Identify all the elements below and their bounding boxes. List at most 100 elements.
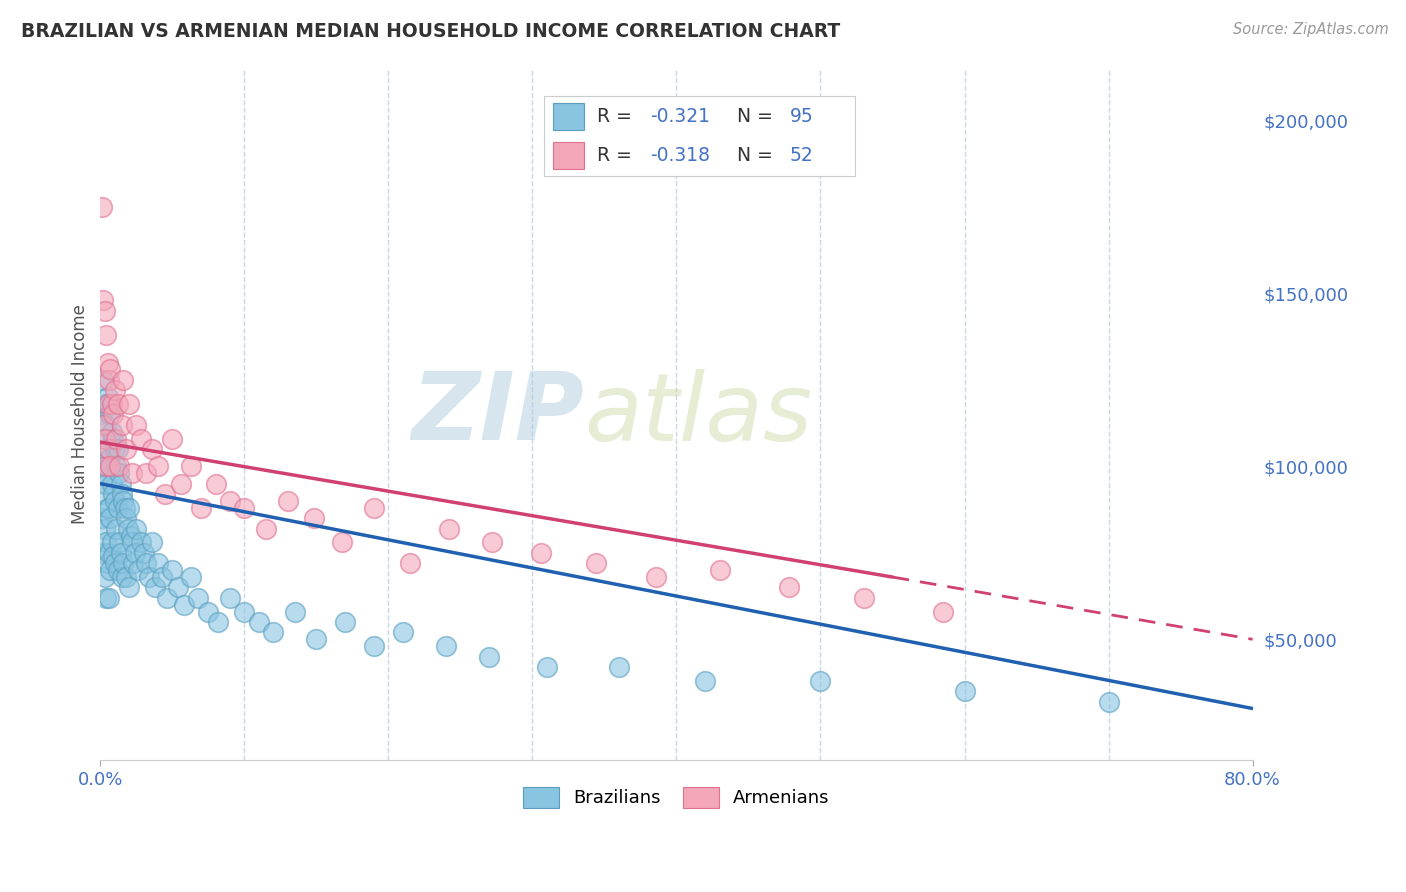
Point [107,442,129,456]
Point [108,535,131,549]
Point [96,442,118,456]
Point [96,397,118,411]
Point [953,684,976,698]
Point [93,397,115,411]
Point [127,563,149,577]
Point [170,476,193,491]
Point [118,500,141,515]
Point [93,303,115,318]
Point [100,362,122,376]
Point [90,511,112,525]
Point [98,546,121,560]
Point [91,487,114,501]
Point [111,487,134,501]
Point [141,442,163,456]
Point [115,511,138,525]
Point [143,581,166,595]
Point [124,546,146,560]
Point [115,442,138,456]
Y-axis label: Median Household Income: Median Household Income [72,304,89,524]
Point [112,556,135,570]
Point [104,556,127,570]
Point [94,591,117,605]
Point [91,546,114,560]
Point [125,417,148,432]
Point [91,432,114,446]
Point [233,605,256,619]
Point [98,373,121,387]
Point [129,535,152,549]
Point [399,556,422,570]
Point [93,432,115,446]
Point [180,570,202,584]
Point [932,605,955,619]
Text: atlas: atlas [585,369,813,460]
Point [100,563,122,577]
Point [105,432,128,446]
Point [434,639,457,653]
Point [437,522,460,536]
Point [100,408,122,422]
Point [103,487,125,501]
Point [94,476,117,491]
Point [695,673,717,688]
Point [93,570,115,584]
Point [90,408,112,422]
Point [645,570,668,584]
Point [138,570,160,584]
Point [121,467,143,481]
Point [96,500,118,515]
Point [98,397,121,411]
Point [173,598,195,612]
Point [90,200,112,214]
Point [162,432,184,446]
Point [107,397,129,411]
Point [108,459,131,474]
Point [709,563,731,577]
Point [132,546,155,560]
Point [93,459,115,474]
Point [1097,695,1119,709]
Point [204,476,226,491]
Point [100,511,122,525]
Point [391,625,413,640]
Point [135,467,157,481]
Point [778,581,800,595]
Point [118,581,141,595]
Point [98,452,121,467]
Point [91,373,114,387]
Point [852,591,875,605]
Point [284,605,307,619]
Point [105,459,128,474]
Point [104,494,127,508]
Point [105,522,128,536]
Point [122,556,145,570]
Point [162,563,184,577]
Point [115,570,138,584]
Point [101,397,124,411]
Text: ZIP: ZIP [412,368,585,460]
Point [120,528,142,542]
Point [101,425,124,439]
Point [363,639,385,653]
Point [103,432,125,446]
Point [107,500,129,515]
Point [100,459,122,474]
Point [135,556,157,570]
Point [536,660,558,674]
Point [146,459,169,474]
Point [167,581,190,595]
Point [108,467,131,481]
Point [96,390,118,404]
Point [219,591,242,605]
Point [129,432,152,446]
Point [98,591,121,605]
Point [104,442,127,456]
Point [146,556,169,570]
Point [155,591,177,605]
Point [91,417,114,432]
Point [180,459,202,474]
Point [121,535,143,549]
Point [94,417,117,432]
Point [585,556,607,570]
